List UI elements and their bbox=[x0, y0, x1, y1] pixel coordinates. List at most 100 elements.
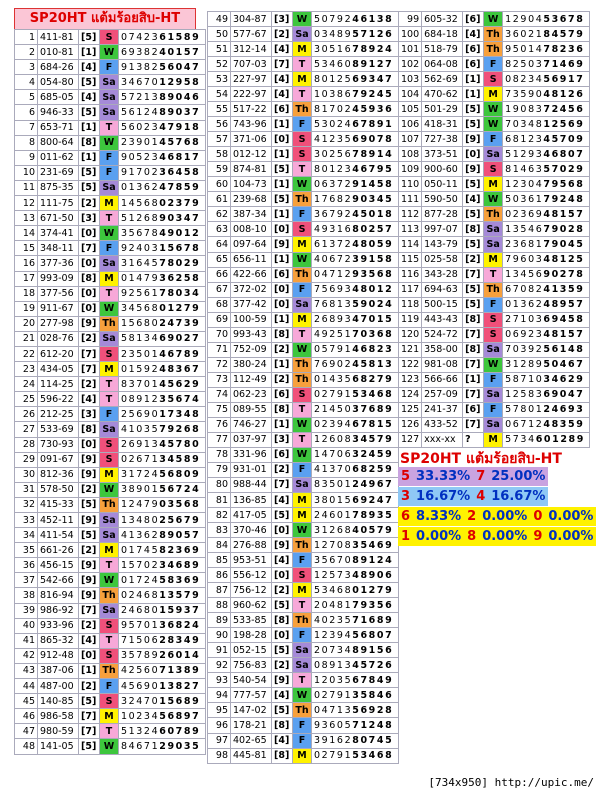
digits-bold: 56928 bbox=[352, 704, 394, 716]
digits-plain: 08912 bbox=[121, 393, 160, 405]
tag: [7] bbox=[462, 356, 485, 373]
digits: 4925170368 bbox=[311, 326, 399, 343]
day: F bbox=[483, 371, 504, 388]
row-number: 90 bbox=[207, 627, 231, 644]
row-number: 9 bbox=[14, 149, 38, 166]
tag: [5] bbox=[271, 597, 293, 614]
table-row: 64 097-64 [9] M 6137248059 bbox=[207, 236, 399, 253]
digits-bold: 91458 bbox=[352, 178, 394, 190]
tag: [0] bbox=[271, 281, 293, 298]
code: 653-71 bbox=[37, 119, 79, 136]
tag: [5] bbox=[78, 527, 100, 544]
code: 590-50 bbox=[421, 191, 464, 208]
digits-bold: 71469 bbox=[543, 58, 585, 70]
digits-plain: 02394 bbox=[314, 419, 353, 431]
row-number: 60 bbox=[207, 176, 231, 193]
digits-bold: 89124 bbox=[352, 554, 394, 566]
digits-bold: 56917 bbox=[543, 73, 585, 85]
digits: 3567849012 bbox=[118, 225, 206, 242]
code: 756-83 bbox=[230, 657, 272, 674]
number-table: 99 605-32 [6] W 1290453678 100 684-18 [4] Th 3602… bbox=[397, 10, 591, 448]
tag: [5] bbox=[78, 693, 100, 710]
summary-percent: 0.00% bbox=[416, 529, 462, 544]
digits-bold: 45936 bbox=[352, 103, 394, 115]
table-row: 20 277-98 [9] Th 1568024739 bbox=[14, 315, 206, 332]
digits: 5036179248 bbox=[502, 191, 591, 208]
digits-bold: 79245 bbox=[352, 88, 394, 100]
digits: 1258369047 bbox=[502, 386, 591, 403]
digits-plain: 68123 bbox=[505, 133, 544, 145]
day: T bbox=[99, 723, 119, 740]
digits: 2689347015 bbox=[311, 311, 399, 328]
digits-plain: 12394 bbox=[314, 629, 353, 641]
row-number: 80 bbox=[207, 476, 231, 494]
day: T bbox=[292, 597, 312, 614]
row-number: 53 bbox=[207, 71, 231, 88]
digits-plain: 06923 bbox=[505, 329, 544, 341]
digits-bold: 82369 bbox=[159, 544, 201, 556]
digits-bold: 13827 bbox=[159, 680, 201, 692]
digits: 3247015689 bbox=[118, 693, 206, 710]
day: F bbox=[483, 401, 504, 418]
digits: 9501478236 bbox=[502, 41, 591, 58]
day: W bbox=[99, 572, 119, 589]
code: 276-88 bbox=[230, 537, 272, 554]
code: 452-11 bbox=[37, 511, 79, 529]
day: S bbox=[99, 345, 119, 363]
digits-plain: 50792 bbox=[314, 13, 353, 25]
digits-bold: 57126 bbox=[352, 28, 394, 40]
tag: [2] bbox=[78, 330, 100, 347]
digits: 5126890347 bbox=[118, 210, 206, 227]
code: 054-80 bbox=[37, 74, 79, 91]
digits-bold: 25679 bbox=[159, 514, 201, 526]
row-number: 120 bbox=[397, 326, 423, 343]
table-row: 2 010-81 [1] W 6938240157 bbox=[14, 44, 206, 61]
table-row: 122 981-08 [7] W 3128950467 bbox=[397, 356, 591, 373]
code: 089-55 bbox=[230, 401, 272, 418]
digits-bold: 17348 bbox=[159, 408, 201, 420]
row-number: 12 bbox=[14, 195, 38, 212]
table-row: 49 304-87 [3] W 5079246138 bbox=[207, 10, 399, 28]
row-number: 122 bbox=[397, 356, 423, 373]
table-row: 31 578-50 [2] W 3890156724 bbox=[14, 481, 206, 498]
table-row: 7 653-71 [1] T 5602347918 bbox=[14, 119, 206, 136]
tag: [2] bbox=[271, 582, 293, 599]
digits-bold: 79045 bbox=[543, 238, 585, 250]
tag: [5] bbox=[462, 101, 485, 118]
tag: [7] bbox=[462, 326, 485, 343]
day: S bbox=[292, 386, 312, 403]
digits-plain: 76902 bbox=[314, 359, 353, 371]
digits-plain: 53468 bbox=[314, 584, 353, 596]
code: 562-69 bbox=[421, 71, 464, 88]
digits-bold: 29035 bbox=[159, 740, 201, 752]
digits: 4067239158 bbox=[311, 251, 399, 268]
digits-plain: 70348 bbox=[505, 118, 544, 130]
digits: 4256071389 bbox=[118, 662, 206, 680]
tag: [2] bbox=[78, 542, 100, 559]
tag: [5] bbox=[462, 206, 485, 223]
digits-plain: 15680 bbox=[121, 318, 160, 330]
digits: 5734601289 bbox=[502, 431, 591, 448]
tag: [2] bbox=[271, 26, 293, 43]
code: 707-03 bbox=[230, 56, 272, 73]
digits-bold: 34689 bbox=[159, 559, 201, 571]
digits-bold: 01279 bbox=[352, 584, 394, 596]
row-number: 34 bbox=[14, 527, 38, 544]
day: Sa bbox=[99, 511, 119, 529]
code: 415-33 bbox=[37, 496, 79, 514]
row-number: 126 bbox=[397, 416, 423, 433]
tag: [6] bbox=[462, 41, 485, 58]
digits-bold: 80745 bbox=[352, 735, 394, 747]
digits-bold: 56148 bbox=[543, 344, 585, 356]
row-number: 71 bbox=[207, 341, 231, 358]
day: M bbox=[292, 41, 312, 58]
digits-plain: 12573 bbox=[314, 569, 353, 581]
code: 986-92 bbox=[37, 602, 79, 619]
table-row: 43 387-06 [1] Th 4256071389 bbox=[14, 662, 206, 680]
table-row: 51 312-14 [4] M 3051678924 bbox=[207, 41, 399, 58]
digits-plain: 83501 bbox=[314, 479, 353, 491]
day: M bbox=[292, 71, 312, 88]
digits-plain: 73590 bbox=[505, 88, 544, 100]
table-row: 67 372-02 [0] F 7569348012 bbox=[207, 281, 399, 298]
day: F bbox=[99, 149, 119, 166]
